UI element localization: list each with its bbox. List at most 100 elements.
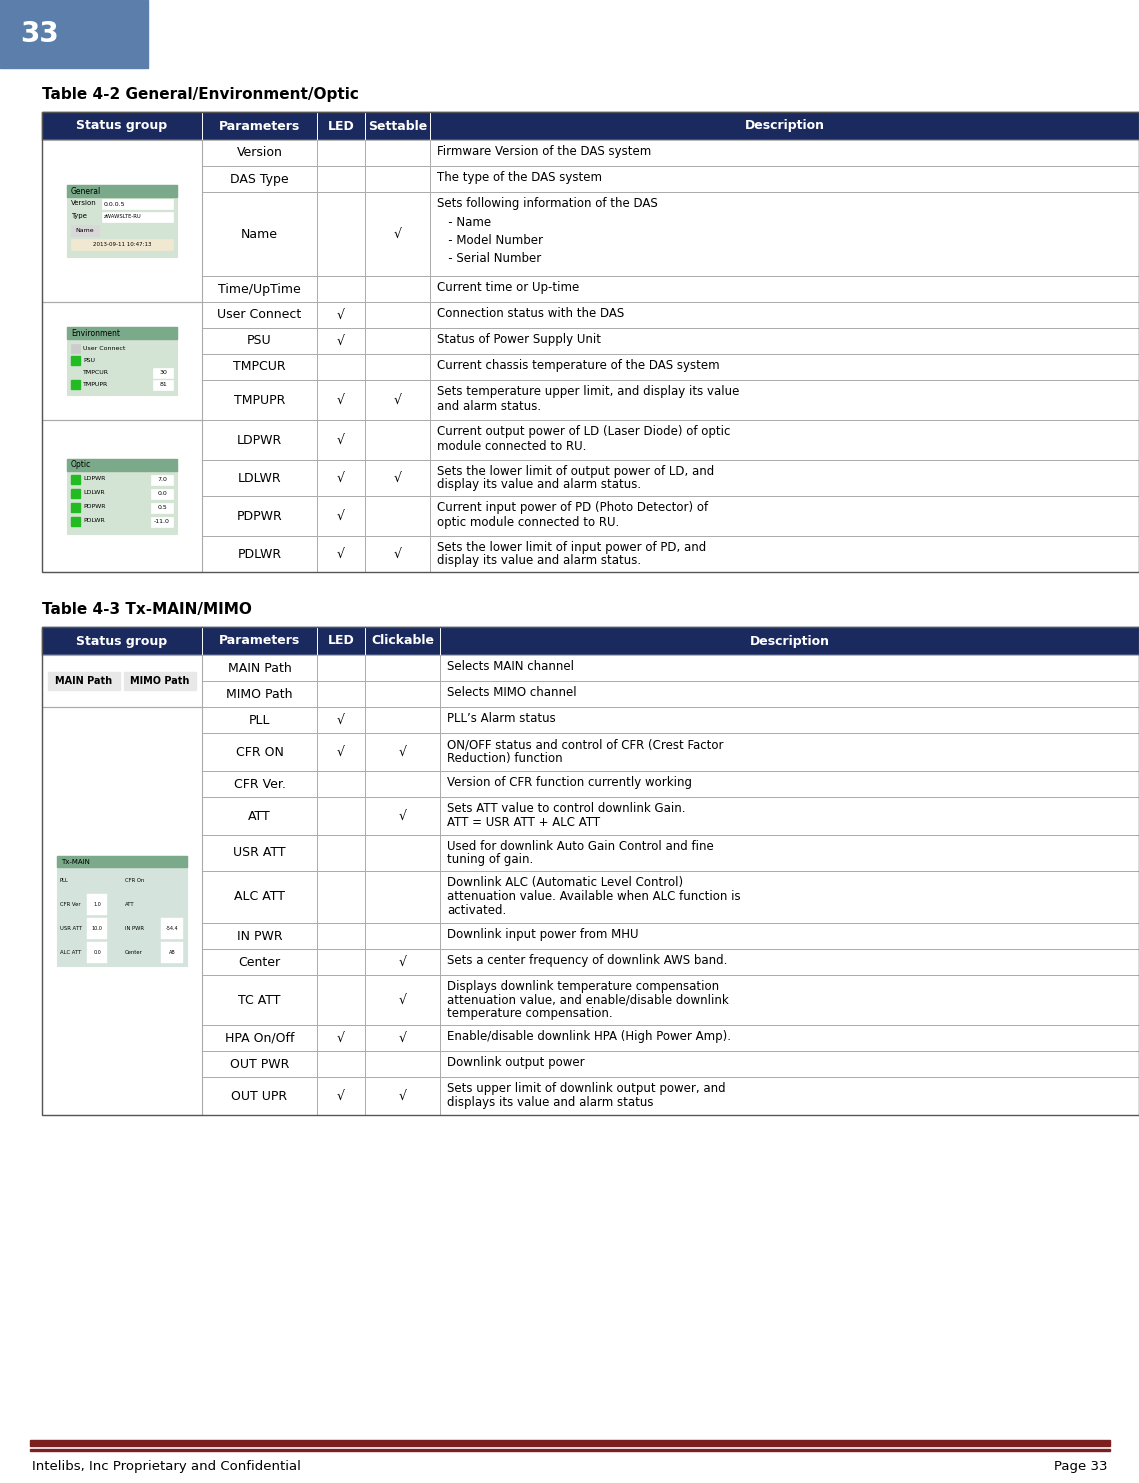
Text: PLL’s Alarm status: PLL’s Alarm status <box>446 712 556 725</box>
Bar <box>202 707 317 733</box>
Bar <box>364 191 431 276</box>
Bar <box>202 303 317 328</box>
Bar <box>364 303 431 328</box>
Bar <box>431 276 1139 303</box>
Text: display its value and alarm status.: display its value and alarm status. <box>437 478 641 491</box>
Bar <box>202 1025 317 1051</box>
Bar <box>364 460 431 495</box>
Text: Status group: Status group <box>76 120 167 132</box>
Text: - Name: - Name <box>437 215 491 228</box>
Bar <box>431 380 1139 420</box>
Bar <box>440 796 1139 835</box>
Bar <box>42 655 202 707</box>
Text: ALC ATT: ALC ATT <box>60 951 81 955</box>
Bar <box>202 328 317 354</box>
Text: Parameters: Parameters <box>219 120 300 132</box>
Bar <box>317 139 364 166</box>
Bar <box>317 922 364 949</box>
Bar <box>440 681 1139 707</box>
Text: Status group: Status group <box>76 635 167 648</box>
Bar <box>202 1051 317 1077</box>
Bar <box>364 328 431 354</box>
Bar <box>364 354 431 380</box>
Bar <box>431 420 1139 460</box>
Bar <box>71 380 80 389</box>
Bar <box>317 328 364 354</box>
Bar <box>202 276 317 303</box>
Bar <box>431 139 1139 166</box>
Text: OUT PWR: OUT PWR <box>230 1057 289 1071</box>
Bar <box>42 420 202 572</box>
Text: 0.0: 0.0 <box>157 491 167 495</box>
Text: √: √ <box>337 1090 345 1102</box>
Text: Settable: Settable <box>368 120 427 132</box>
Bar <box>202 681 317 707</box>
Text: 0.0.0.5: 0.0.0.5 <box>104 202 125 206</box>
Bar <box>317 871 364 922</box>
Text: 33: 33 <box>21 19 59 47</box>
Bar <box>364 276 431 303</box>
Bar <box>317 139 364 166</box>
Bar <box>202 328 317 354</box>
Bar <box>431 166 1139 191</box>
Bar <box>317 495 364 535</box>
Bar <box>202 871 317 922</box>
Bar <box>440 655 1139 681</box>
Text: LDPWR: LDPWR <box>237 433 282 446</box>
Text: Parameters: Parameters <box>219 635 300 648</box>
Bar <box>364 922 440 949</box>
Bar <box>71 475 80 483</box>
Bar <box>202 922 317 949</box>
Bar <box>42 655 202 707</box>
Bar <box>364 495 431 535</box>
Bar <box>364 949 440 974</box>
Bar <box>202 974 317 1025</box>
Bar <box>202 627 317 655</box>
Text: √: √ <box>337 713 345 727</box>
Text: √: √ <box>399 810 407 823</box>
Text: Intelibs, Inc Proprietary and Confidential: Intelibs, Inc Proprietary and Confidenti… <box>32 1459 301 1473</box>
Text: optic module connected to RU.: optic module connected to RU. <box>437 516 620 529</box>
Bar <box>202 113 317 139</box>
Bar <box>317 627 364 655</box>
Bar <box>317 166 364 191</box>
Bar <box>103 212 173 222</box>
Bar <box>317 354 364 380</box>
Bar <box>317 949 364 974</box>
Text: temperature compensation.: temperature compensation. <box>446 1007 613 1020</box>
Text: ATT: ATT <box>125 903 134 908</box>
Text: User Connect: User Connect <box>83 346 125 351</box>
Bar <box>42 303 202 420</box>
Bar <box>317 354 364 380</box>
Text: Displays downlink temperature compensation: Displays downlink temperature compensati… <box>446 980 719 994</box>
Text: -54.4: -54.4 <box>165 927 179 931</box>
Bar <box>202 796 317 835</box>
Bar <box>431 166 1139 191</box>
Bar <box>42 113 202 139</box>
Text: CFR ON: CFR ON <box>236 746 284 758</box>
Text: Status of Power Supply Unit: Status of Power Supply Unit <box>437 334 601 346</box>
Bar <box>202 276 317 303</box>
Bar <box>364 1077 440 1115</box>
Text: General: General <box>71 187 101 196</box>
Bar <box>317 380 364 420</box>
Text: TMPUPR: TMPUPR <box>83 383 108 387</box>
Bar <box>364 655 440 681</box>
Bar <box>317 974 364 1025</box>
Text: 2013-09-11 10:47:13: 2013-09-11 10:47:13 <box>92 242 151 248</box>
Bar <box>42 707 202 1115</box>
Text: Page 33: Page 33 <box>1055 1459 1108 1473</box>
Text: -11.0: -11.0 <box>154 519 170 523</box>
Text: √: √ <box>399 1090 407 1102</box>
Bar <box>364 380 431 420</box>
Bar <box>151 503 173 513</box>
Text: ATT = USR ATT + ALC ATT: ATT = USR ATT + ALC ATT <box>446 816 600 829</box>
Text: √: √ <box>337 433 345 446</box>
Bar <box>87 942 107 962</box>
Bar <box>431 354 1139 380</box>
Bar <box>67 326 177 340</box>
Bar <box>431 460 1139 495</box>
Bar <box>317 191 364 276</box>
Bar <box>364 871 440 922</box>
Text: PSU: PSU <box>247 335 272 347</box>
